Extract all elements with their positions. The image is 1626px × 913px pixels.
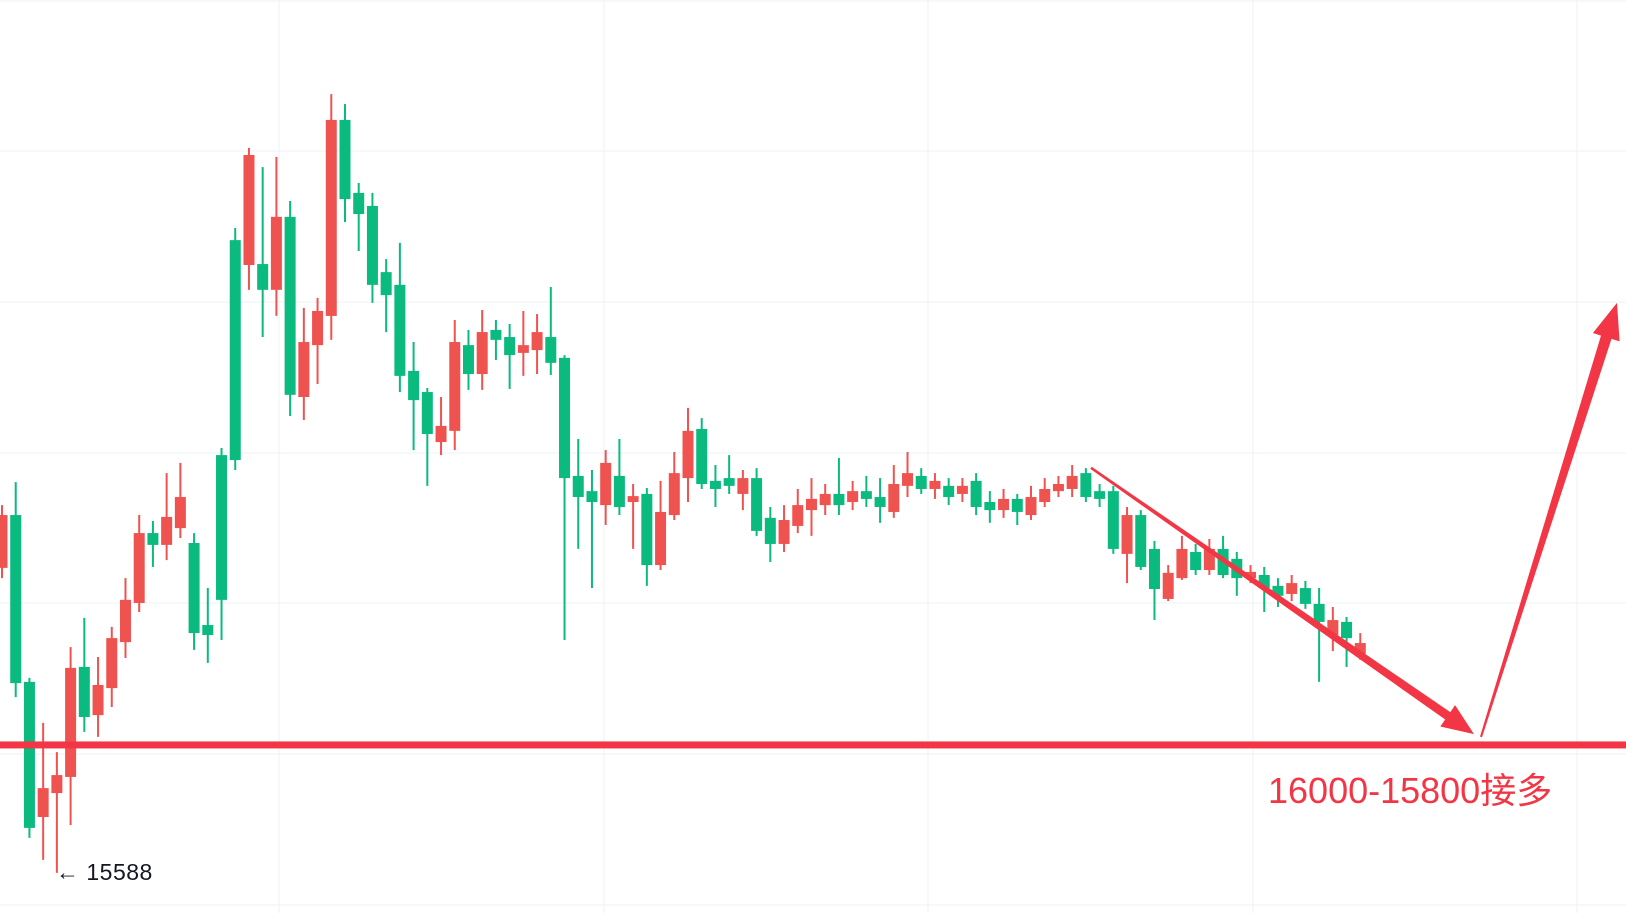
buy-zone-note[interactable]: 16000-15800接多 xyxy=(1268,770,1553,811)
support-line-drawing[interactable] xyxy=(0,741,1626,749)
candles xyxy=(0,94,1366,873)
up-rebound-arrow-drawing[interactable] xyxy=(1480,302,1620,738)
price-low-label[interactable]: ← 15588 xyxy=(56,858,153,885)
down-trend-arrow-drawing[interactable] xyxy=(1090,466,1474,735)
